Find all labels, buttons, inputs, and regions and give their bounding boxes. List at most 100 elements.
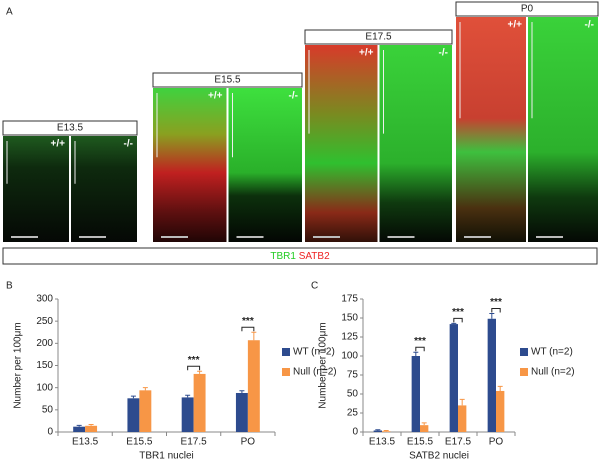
y-tick-label: 0 xyxy=(47,427,53,438)
error-bar xyxy=(239,390,245,393)
error-bar xyxy=(197,370,203,374)
genotype-label: -/- xyxy=(585,20,594,31)
micrograph xyxy=(3,136,69,242)
error-bar xyxy=(421,422,427,426)
micrograph xyxy=(71,136,137,242)
x-tick-label: E15.5 xyxy=(126,437,153,448)
stage-box xyxy=(2,120,138,136)
y-tick-label: 250 xyxy=(36,316,53,327)
genotype-label: -/- xyxy=(289,91,298,102)
error-bar xyxy=(497,385,503,391)
significance-bracket xyxy=(415,346,425,352)
micrograph xyxy=(456,17,526,242)
y-tick-label: 50 xyxy=(42,404,54,415)
y-tick-label: 300 xyxy=(36,294,53,305)
error-bar xyxy=(76,424,82,427)
stage-box xyxy=(304,29,453,45)
x-tick-label: E13.5 xyxy=(72,437,99,448)
stage-label: E13.5 xyxy=(57,123,84,134)
stage-label: E15.5 xyxy=(214,75,241,86)
x-tick-label: E15.5 xyxy=(407,437,434,448)
genotype-label: +/+ xyxy=(508,20,523,31)
micrograph xyxy=(305,45,378,242)
y-tick-label: 25 xyxy=(347,408,359,419)
stage-label: P0 xyxy=(521,4,534,15)
significance-label: *** xyxy=(188,355,200,366)
error-bar xyxy=(88,423,94,426)
y-tick-label: 125 xyxy=(341,332,358,343)
error-bar xyxy=(451,322,457,325)
stage-label: E17.5 xyxy=(365,32,392,43)
y-tick-label: 100 xyxy=(341,351,358,362)
legend-swatch xyxy=(282,348,290,356)
error-bar xyxy=(185,394,191,398)
legend-label: WT (n=2) xyxy=(531,347,573,358)
bar xyxy=(496,390,505,432)
significance-label: *** xyxy=(242,316,254,327)
bar xyxy=(73,426,86,432)
bar xyxy=(382,431,391,432)
error-bar xyxy=(413,351,419,356)
error-bar xyxy=(130,395,136,399)
bar xyxy=(411,356,420,432)
bar xyxy=(127,398,140,432)
x-axis-label: TBR1 nuclei xyxy=(139,451,193,461)
legend-label: WT (n=2) xyxy=(293,347,335,358)
legend-label: Null (n=2) xyxy=(293,367,337,378)
y-axis-label: Number per 100μm xyxy=(13,322,24,408)
y-tick-label: 150 xyxy=(36,360,53,371)
genotype-label: +/+ xyxy=(208,91,223,102)
y-tick-label: 175 xyxy=(341,294,358,305)
significance-bracket xyxy=(241,326,255,332)
significance-label: *** xyxy=(414,336,426,347)
bar xyxy=(420,425,429,432)
bar xyxy=(235,392,248,432)
bar xyxy=(458,405,467,432)
panel-label: B xyxy=(6,281,13,292)
error-bar xyxy=(489,312,495,319)
x-tick-label: E13.5 xyxy=(369,437,396,448)
significance-bracket xyxy=(453,317,463,323)
significance-label: *** xyxy=(452,307,464,318)
error-bar xyxy=(383,429,389,432)
legend-swatch xyxy=(520,348,528,356)
bar xyxy=(449,324,458,432)
error-bar xyxy=(459,398,465,406)
y-axis-label: Number per 100μm xyxy=(318,322,329,408)
marker-legend: TBR1 SATB2 xyxy=(270,251,330,262)
y-tick-label: 100 xyxy=(36,382,53,393)
x-tick-label: PO xyxy=(489,437,504,448)
micrograph xyxy=(528,17,598,242)
panel-label: A xyxy=(6,7,13,18)
bar xyxy=(487,318,496,432)
y-tick-label: 150 xyxy=(341,313,358,324)
marker: SATB2 xyxy=(299,251,330,262)
error-bar xyxy=(375,429,381,431)
marker-box xyxy=(2,247,598,265)
micrograph xyxy=(379,45,452,242)
genotype-label: -/- xyxy=(439,48,448,59)
stage-box xyxy=(455,1,599,17)
x-tick-label: E17.5 xyxy=(181,437,208,448)
significance-bracket xyxy=(187,365,201,371)
bar xyxy=(139,390,152,432)
significance-bracket xyxy=(491,307,501,313)
error-bar xyxy=(251,331,257,341)
x-tick-label: PO xyxy=(241,437,256,448)
y-tick-label: 75 xyxy=(347,370,359,381)
y-tick-label: 50 xyxy=(347,389,359,400)
panel-label: C xyxy=(311,281,318,292)
bar xyxy=(193,373,206,432)
micrograph xyxy=(153,88,227,242)
bar xyxy=(181,397,194,432)
marker: TBR1 xyxy=(270,251,296,262)
micrograph xyxy=(228,88,302,242)
significance-label: *** xyxy=(490,297,502,308)
y-tick-label: 0 xyxy=(352,427,358,438)
y-tick-label: 200 xyxy=(36,338,53,349)
legend-swatch xyxy=(282,368,290,376)
bar xyxy=(247,340,260,432)
stage-box xyxy=(152,72,303,88)
bar xyxy=(85,425,98,432)
